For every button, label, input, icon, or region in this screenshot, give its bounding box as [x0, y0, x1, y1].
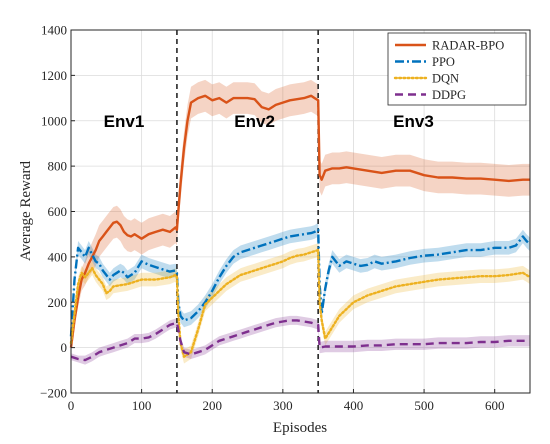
env-boundaries: [176, 30, 319, 393]
x-axis-label: Episodes: [273, 420, 327, 436]
y-tick-label: 1000: [41, 113, 67, 128]
y-tick-label: 0: [61, 340, 68, 355]
legend-label-3: DDPG: [432, 88, 466, 102]
series-lines: [69, 94, 532, 362]
series-band-1: [71, 222, 530, 341]
x-tick-label: 500: [414, 398, 434, 413]
y-axis-label: Average Reward: [18, 160, 34, 261]
env-annotation: Env1: [104, 112, 145, 131]
x-tick-label: 300: [273, 398, 293, 413]
y-tick-label: 200: [48, 295, 68, 310]
env-annotation: Env2: [234, 112, 275, 131]
series-band-0: [71, 79, 530, 353]
series-line-3: [70, 319, 530, 362]
x-tick-label: 400: [344, 398, 364, 413]
x-tick-label: 600: [485, 398, 505, 413]
legend-label-2: DQN: [432, 72, 459, 86]
legend: RADAR-BPO PPO DQN DDPG: [387, 32, 527, 106]
y-tick-label: 600: [48, 204, 68, 219]
legend-label-0: RADAR-BPO: [432, 39, 504, 53]
y-tick-label: −200: [40, 386, 67, 401]
legend-label-1: PPO: [432, 55, 455, 69]
y-tick-label: 400: [48, 249, 68, 264]
env-annotations: Env1 Env2 Env3: [104, 112, 434, 131]
series-line-2: [69, 248, 532, 358]
env-annotation: Env3: [393, 112, 434, 131]
x-tick-label: 100: [132, 398, 152, 413]
series-line-0: [69, 94, 530, 348]
x-tick-label: 200: [202, 398, 222, 413]
y-tick-label: 1200: [41, 68, 67, 83]
x-tick-label: 0: [68, 398, 75, 413]
y-tick-label: 1400: [41, 23, 67, 38]
y-tick-label: 800: [48, 159, 68, 174]
series-line-1: [69, 228, 531, 337]
